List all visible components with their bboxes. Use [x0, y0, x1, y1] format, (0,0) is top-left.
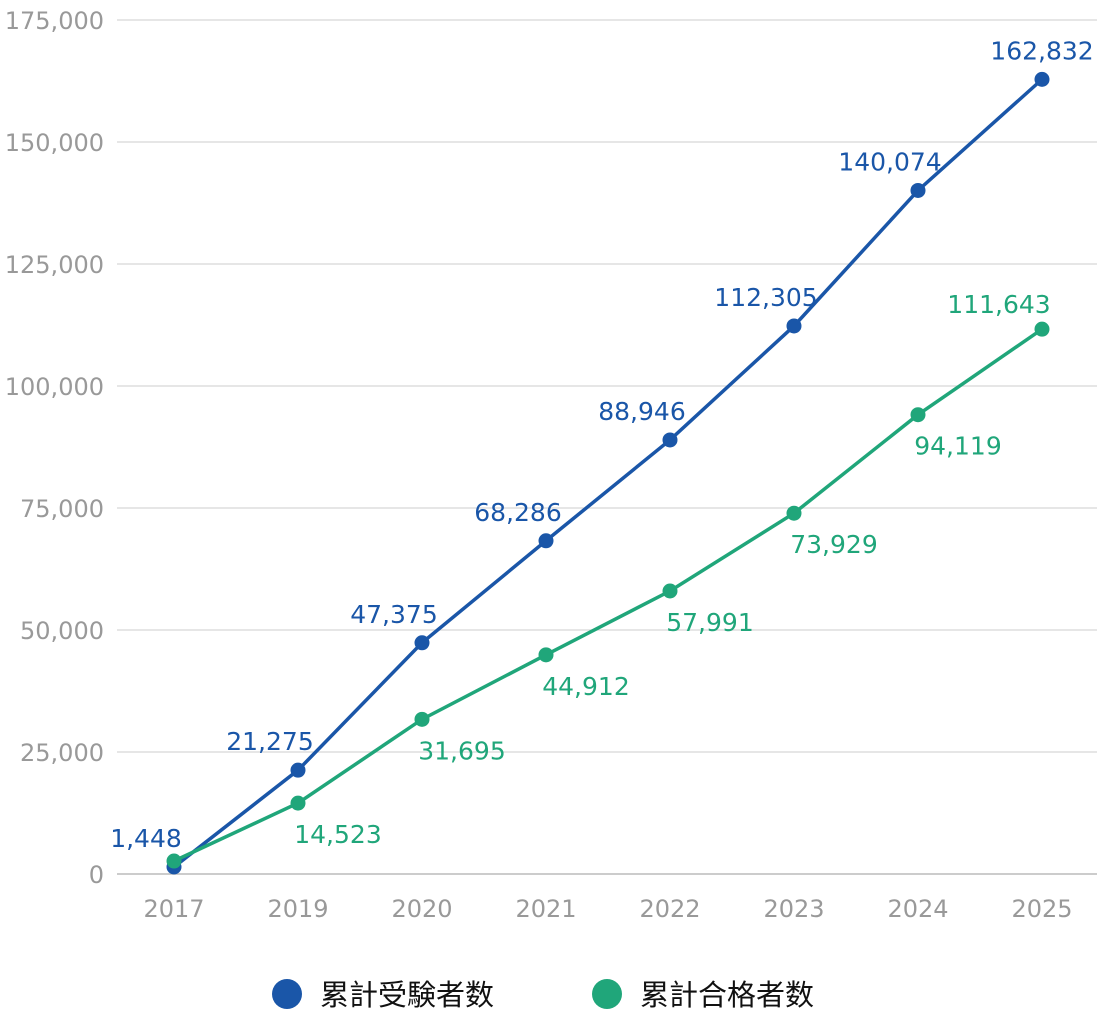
legend: 累計受験者数 累計合格者数	[272, 978, 814, 1012]
y-tick-label: 0	[89, 861, 104, 889]
data-label: 14,523	[294, 820, 381, 849]
series-2: 14,523 31,695 44,912 57,991 73,929 94,119 111,…	[166, 290, 1051, 869]
grid: 0 25,000 50,000 75,000 100,000 125,000 150,000…	[5, 7, 1097, 889]
data-label: 140,074	[838, 147, 941, 176]
series-group: 1,448 21,275 47,375 68,286 88,946 112,305 140,…	[110, 36, 1094, 875]
data-point	[786, 318, 802, 334]
legend-label: 累計合格者数	[640, 978, 814, 1012]
y-tick-label: 25,000	[20, 739, 104, 767]
legend-marker-icon	[272, 979, 302, 1009]
legend-item-2[interactable]: 累計合格者数	[592, 978, 814, 1012]
legend-item-1[interactable]: 累計受験者数	[272, 978, 494, 1012]
data-label: 21,275	[226, 727, 313, 756]
data-point	[786, 505, 802, 521]
legend-label: 累計受験者数	[320, 978, 494, 1012]
data-point	[414, 711, 430, 727]
data-point	[538, 647, 554, 663]
y-tick-label: 100,000	[5, 373, 104, 401]
y-tick-label: 75,000	[20, 495, 104, 523]
series-line	[172, 78, 1044, 869]
data-label: 111,643	[947, 290, 1050, 319]
data-label: 68,286	[474, 498, 561, 527]
x-tick-label: 2020	[391, 895, 452, 923]
data-point	[290, 795, 306, 811]
data-label: 57,991	[666, 608, 753, 637]
data-point	[662, 583, 678, 599]
y-tick-label: 125,000	[5, 251, 104, 279]
x-tick-label: 2025	[1011, 895, 1072, 923]
data-label: 1,448	[110, 824, 182, 853]
x-tick-label: 2021	[515, 895, 576, 923]
x-tick-label: 2019	[267, 895, 328, 923]
x-tick-label: 2023	[763, 895, 824, 923]
x-tick-label: 2022	[639, 895, 700, 923]
series-1: 1,448 21,275 47,375 68,286 88,946 112,305 140,…	[110, 36, 1094, 875]
data-point	[1034, 71, 1050, 87]
data-label: 44,912	[542, 672, 629, 701]
y-tick-label: 50,000	[20, 617, 104, 645]
series-line	[173, 327, 1043, 863]
data-label: 31,695	[418, 736, 505, 765]
data-label: 47,375	[350, 600, 437, 629]
data-label: 112,305	[714, 283, 817, 312]
data-label: 73,929	[790, 530, 877, 559]
data-point	[166, 853, 182, 869]
data-point	[910, 182, 926, 198]
x-tick-label: 2017	[143, 895, 204, 923]
data-point	[662, 432, 678, 448]
x-tick-label: 2024	[887, 895, 948, 923]
y-tick-label: 150,000	[5, 129, 104, 157]
legend-marker-icon	[592, 979, 622, 1009]
data-label: 94,119	[914, 432, 1001, 461]
data-point	[1034, 321, 1050, 337]
x-axis: 2017 2019 2020 2021 2022 2023 2024 2025	[143, 895, 1072, 923]
y-tick-label: 175,000	[5, 7, 104, 35]
data-point	[290, 762, 306, 778]
data-point	[414, 635, 430, 651]
data-point	[910, 407, 926, 423]
data-point	[538, 533, 554, 549]
data-label: 162,832	[990, 36, 1093, 65]
data-label: 88,946	[598, 397, 685, 426]
